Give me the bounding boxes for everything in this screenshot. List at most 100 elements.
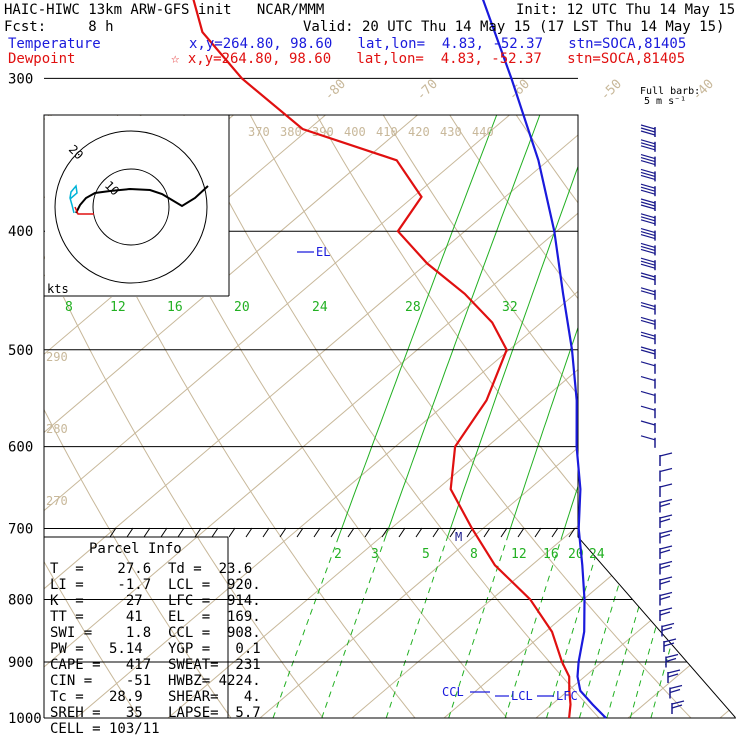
mixing-ratio-label: 5: [422, 547, 430, 562]
mixing-ratio-label: 24: [312, 300, 328, 315]
theta-label: 430: [440, 125, 462, 139]
level-annotation-label: LFC: [556, 689, 578, 703]
hodograph-units: kts: [47, 282, 69, 296]
isotherm-line: [259, 115, 735, 718]
hodograph-ring: [92, 168, 170, 246]
dry-adiabat-line: [44, 115, 416, 718]
temperature-station-info: x,y=264.80, 98.60 lat,lon= 4.83, -52.37 …: [189, 36, 687, 52]
parcel-info-title: Parcel Info: [89, 541, 182, 557]
hatch-mark: [109, 527, 117, 538]
wind-barb-flag: [640, 302, 656, 308]
temperature-profile: [481, 0, 607, 719]
pressure-tick-label: 800: [8, 592, 33, 608]
dry-adiabat-line: [44, 115, 692, 718]
mixing-ratio-line: [629, 537, 735, 718]
dry-adiabat-line: [44, 115, 232, 718]
wind-barb-flag: [640, 245, 656, 251]
temperature-tick-label: -50: [598, 77, 625, 104]
parcel-line: CAPE = 417 SWEAT= 231: [50, 657, 261, 673]
wind-barb-flag: [640, 171, 656, 177]
mixing-ratio-label: 28: [405, 300, 421, 315]
wind-barb-flag: [640, 290, 656, 296]
theta-label: 410: [376, 125, 398, 139]
wind-barb-flag: [661, 626, 673, 632]
mixing-ratio-line: [504, 537, 623, 718]
temperature-tick-label: -70: [414, 77, 441, 104]
hatch-mark: [228, 527, 236, 538]
barb-legend-units: 5 m s⁻¹: [644, 96, 687, 107]
mixing-ratio-label: 8: [470, 547, 478, 562]
wind-barb-flag: [640, 142, 656, 148]
level-annotations: EL CCL LCL LFC M: [297, 245, 578, 703]
dry-adiabat-line: [44, 115, 324, 718]
temperature-tick-label: -80: [322, 77, 349, 104]
wind-barb-flag: [659, 498, 673, 504]
hatch-mark: [483, 527, 491, 538]
pressure-tick-label: 400: [8, 224, 33, 240]
mixing-ratio-line: [547, 0, 740, 718]
wind-barb-flag: [640, 346, 656, 352]
wind-barb-flag: [640, 174, 656, 180]
wind-barb-flag: [659, 529, 673, 535]
parcel-line: TT = 41 EL = 169.: [50, 609, 261, 625]
dry-adiabat-line: [44, 115, 508, 718]
wind-barb-flag: [640, 405, 656, 411]
mixing-ratio-label: 16: [167, 300, 183, 315]
wind-barb-flag: [665, 657, 677, 663]
isotherm-line: [627, 115, 735, 718]
parcel-line: T = 27.6 Td = 23.6: [50, 561, 253, 577]
wind-barb-flag: [640, 168, 656, 174]
hatch-mark: [398, 527, 406, 538]
wind-barb-flag: [659, 533, 671, 539]
hatch-mark: [126, 527, 134, 538]
wind-barb-flag: [640, 186, 656, 192]
hatch-mark: [449, 527, 457, 538]
theta-label: 420: [408, 125, 430, 139]
theta-label: 370: [248, 125, 270, 139]
isotherm-line: [44, 115, 418, 718]
mixing-ratio-label: 12: [110, 300, 126, 315]
level-annotation-label: LCL: [511, 689, 533, 703]
wind-barb-flag: [669, 688, 681, 694]
wind-barb-flag: [667, 673, 679, 678]
wind-barb-flag: [640, 275, 656, 281]
mixing-ratio-line: [650, 537, 735, 718]
mixing-ratio-line: [338, 115, 498, 537]
wind-barb-flag: [659, 607, 673, 612]
wind-barb-flag: [640, 435, 656, 441]
isotherm-line: [535, 115, 735, 718]
wind-barb-flag: [659, 514, 673, 519]
theta-label: 280: [46, 422, 68, 436]
hatch-mark: [517, 527, 525, 538]
pressure-tick-label: 700: [8, 522, 33, 538]
hodograph-trace-low: [69, 184, 78, 214]
mixing-ratio-label: 8: [65, 300, 73, 315]
mixing-ratio-label: 20: [568, 547, 584, 562]
temperature-legend-label: Temperature: [8, 36, 101, 52]
wind-barb-flag: [640, 361, 656, 367]
wind-barb-flag: [640, 316, 656, 322]
wind-barb-flag: [640, 216, 656, 222]
wind-barb-flag: [659, 545, 673, 550]
wind-barb-flag: [659, 564, 671, 570]
wind-barb-flag: [663, 642, 675, 647]
wind-barb-flag: [659, 502, 671, 508]
wind-barb-flag: [640, 183, 656, 189]
isotherm-line: [44, 115, 602, 718]
frame-border: [43, 114, 736, 718]
parcel-line: K = 27 LFC = 914.: [50, 593, 261, 609]
wind-barb-flag: [640, 201, 656, 207]
wind-barb-flag: [640, 145, 656, 151]
wind-barb-flag: [640, 127, 656, 133]
theta-label: 290: [46, 350, 68, 364]
pressure-tick-label: 300: [8, 71, 33, 87]
mixing-ratio-line: [385, 537, 514, 718]
mixing-ratio-label: 3: [371, 547, 379, 562]
hatch-mark: [245, 527, 253, 538]
wind-barb-flag: [640, 219, 656, 225]
wind-barb-flag: [640, 319, 656, 325]
wind-barb-flag: [640, 305, 656, 311]
mixing-ratio-line: [546, 537, 662, 718]
theta-label: 400: [344, 125, 366, 139]
